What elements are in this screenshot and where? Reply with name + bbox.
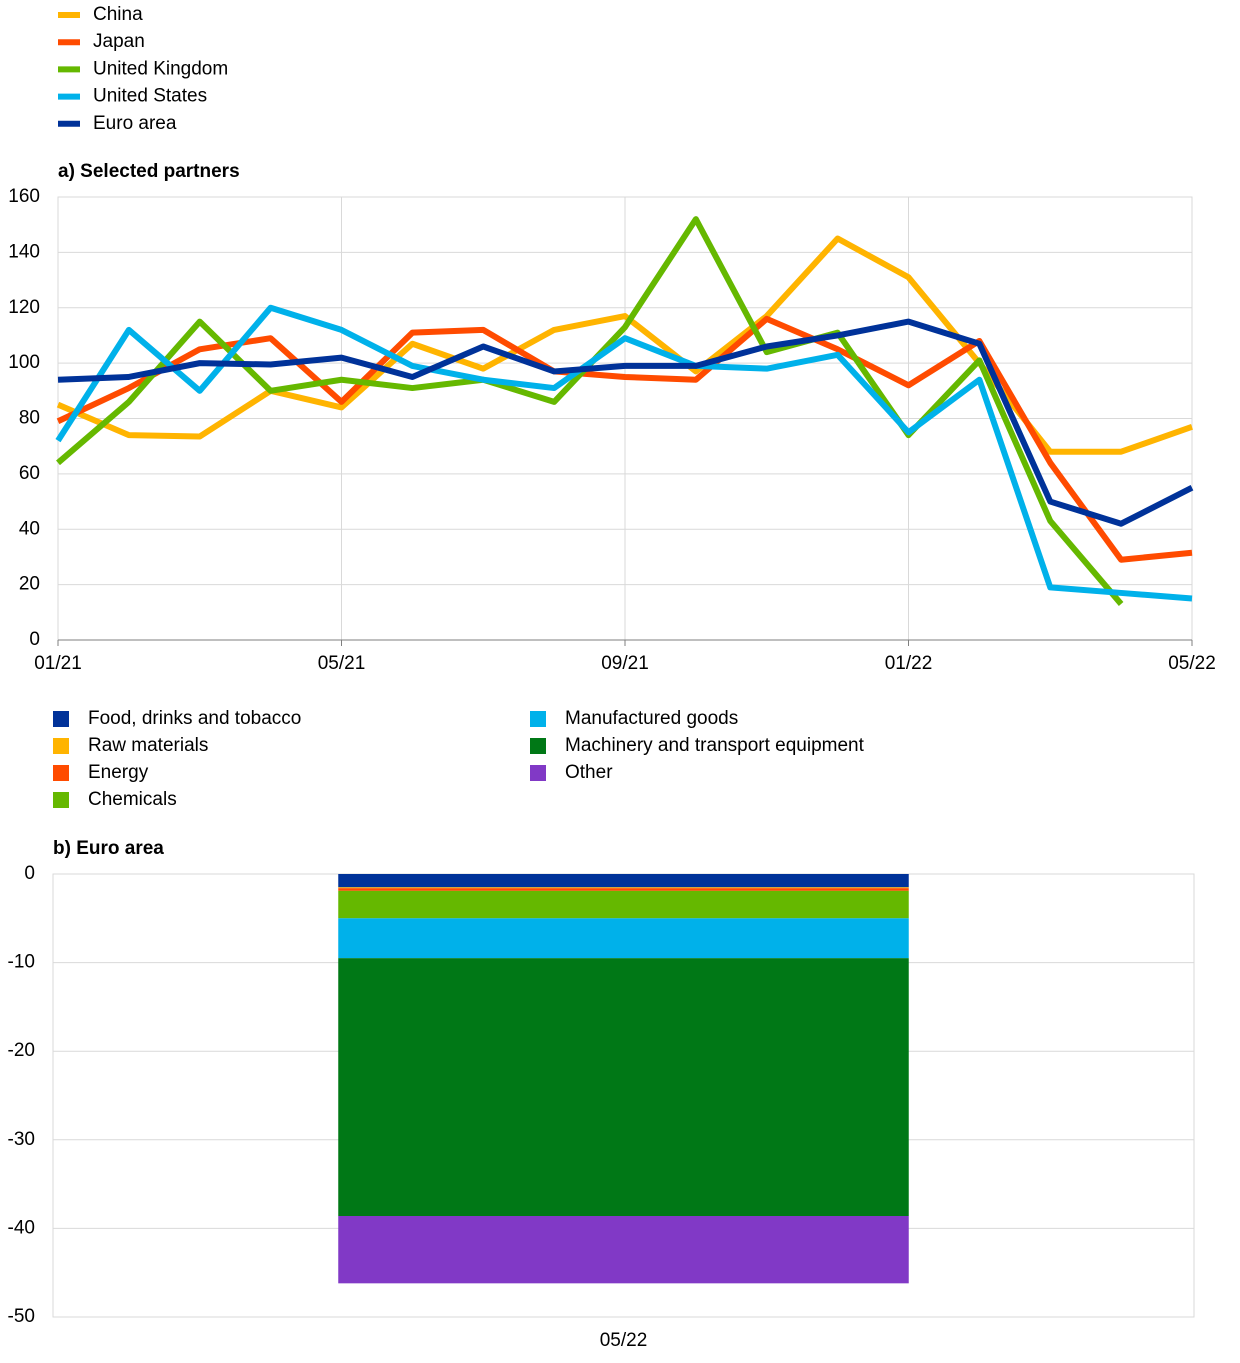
legend-label: Chemicals bbox=[88, 789, 177, 810]
x-tick-label: 05/22 bbox=[1168, 653, 1216, 674]
x-tick-label: 09/21 bbox=[601, 653, 649, 674]
legend-label: Euro area bbox=[93, 113, 177, 134]
legend-label: Manufactured goods bbox=[565, 708, 738, 729]
y-tick-label: -10 bbox=[8, 952, 35, 973]
legend-label: Japan bbox=[93, 31, 145, 52]
y-tick-label: -40 bbox=[8, 1217, 35, 1238]
y-tick-label: 100 bbox=[8, 352, 40, 373]
x-tick-label: 01/21 bbox=[34, 653, 82, 674]
bar-segment bbox=[338, 874, 909, 888]
series-line bbox=[57, 318, 1194, 527]
legend-swatch bbox=[53, 711, 69, 727]
legend-label: United States bbox=[93, 86, 207, 107]
x-tick-label: 05/22 bbox=[600, 1330, 648, 1351]
y-tick-label: 60 bbox=[19, 463, 40, 484]
bar-segment bbox=[338, 958, 909, 1216]
y-tick-label: 80 bbox=[19, 408, 40, 429]
y-tick-label: -30 bbox=[8, 1129, 35, 1150]
legend-label: Raw materials bbox=[88, 735, 208, 756]
y-tick-label: 120 bbox=[8, 297, 40, 318]
bar-segment bbox=[338, 918, 909, 959]
legend-swatch bbox=[530, 738, 546, 754]
y-tick-label: -20 bbox=[8, 1040, 35, 1061]
legend-swatch bbox=[53, 792, 69, 808]
legend-label: United Kingdom bbox=[93, 58, 228, 79]
legend-swatch bbox=[530, 711, 546, 727]
legend-label: Food, drinks and tobacco bbox=[88, 708, 301, 729]
y-tick-label: 0 bbox=[24, 863, 35, 884]
y-tick-label: 20 bbox=[19, 574, 40, 595]
y-tick-label: 0 bbox=[29, 629, 40, 650]
series-line bbox=[56, 216, 1124, 606]
y-tick-label: -50 bbox=[8, 1306, 35, 1327]
legend-label: Other bbox=[565, 762, 613, 783]
chart-title: b) Euro area bbox=[53, 838, 164, 859]
series-line bbox=[56, 315, 1193, 563]
bar-segment bbox=[338, 890, 909, 919]
chart-title: a) Selected partners bbox=[58, 161, 240, 182]
x-tick-label: 05/21 bbox=[318, 653, 366, 674]
legend-label: Machinery and transport equipment bbox=[565, 735, 865, 756]
bar-segment bbox=[338, 888, 909, 891]
legend-swatch bbox=[53, 765, 69, 781]
bar-segment bbox=[338, 1215, 909, 1284]
legend-swatch bbox=[53, 738, 69, 754]
legend-label: China bbox=[93, 4, 143, 25]
legend-label: Energy bbox=[88, 762, 149, 783]
legend-swatch bbox=[530, 765, 546, 781]
y-tick-label: 40 bbox=[19, 518, 40, 539]
y-tick-label: 160 bbox=[8, 186, 40, 207]
x-tick-label: 01/22 bbox=[885, 653, 933, 674]
series-line bbox=[55, 304, 1193, 602]
y-tick-label: 140 bbox=[8, 241, 40, 262]
bar-segment bbox=[338, 887, 909, 889]
